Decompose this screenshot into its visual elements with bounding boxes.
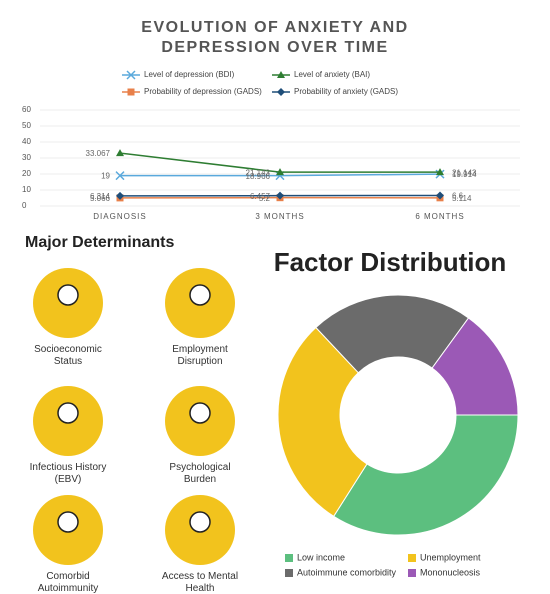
legend-label: Low income <box>297 552 345 562</box>
legend-label: Unemployment <box>420 552 481 562</box>
determinant-label: Access to Mental Health <box>161 571 239 594</box>
icon-head <box>57 402 79 424</box>
data-point <box>115 171 125 181</box>
donut-slice <box>315 294 470 374</box>
data-label: 5.2 <box>259 194 271 203</box>
legend-marker <box>277 88 285 96</box>
icon-head <box>57 284 79 306</box>
data-label: 19 <box>101 172 110 181</box>
legend-label: Level of depression (BDI) <box>144 70 235 79</box>
data-point <box>436 191 444 200</box>
determinant-label: Infectious History (EBV) <box>29 462 107 485</box>
legend-swatch <box>285 569 293 577</box>
y-tick-label: 50 <box>22 121 31 130</box>
data-label: 5.114 <box>452 194 472 203</box>
data-label: 19.914 <box>452 170 477 179</box>
determinant-label: Comorbid Autoimmunity <box>37 571 99 594</box>
icon-head <box>189 402 211 424</box>
data-label: 33.067 <box>86 149 111 158</box>
determinant-label: Psychological Burden <box>169 462 231 485</box>
data-label: 6.6 <box>452 192 464 201</box>
y-tick-label: 20 <box>22 169 31 178</box>
legend-swatch <box>408 569 416 577</box>
icon-head <box>57 511 79 533</box>
x-tick-label: DIAGNOSIS <box>93 212 146 221</box>
legend-marker <box>277 71 285 78</box>
x-tick-label: 3 MONTHS <box>255 212 304 221</box>
data-point <box>436 168 444 176</box>
data-point <box>276 191 284 200</box>
donut-slice <box>277 326 368 518</box>
x-tick-label: 6 MONTHS <box>415 212 464 221</box>
data-label: 5.066 <box>90 194 111 203</box>
data-label: 6.457 <box>250 192 271 201</box>
data-label: 18.966 <box>246 172 271 181</box>
data-label: 21.143 <box>246 168 271 177</box>
donut-slice <box>333 414 519 536</box>
section-title: Major Determinants <box>25 234 174 251</box>
determinant-label: Socioeconomic Status <box>34 344 102 367</box>
y-tick-label: 30 <box>22 153 31 162</box>
determinant-label: Employment Disruption <box>172 344 228 367</box>
legend-label: Mononucleosis <box>420 567 481 577</box>
data-label: 6.314 <box>90 192 111 201</box>
y-tick-label: 40 <box>22 137 31 146</box>
data-point <box>276 168 284 176</box>
legend-marker <box>127 88 135 96</box>
legend-label: Level of anxiety (BAI) <box>294 70 370 79</box>
data-point <box>116 191 124 200</box>
legend-label: Probability of depression (GADS) <box>144 87 262 96</box>
icon-head <box>189 511 211 533</box>
icon-head <box>189 284 211 306</box>
donut-slice <box>431 317 519 416</box>
data-point <box>116 149 124 157</box>
data-label: 21.143 <box>452 168 477 177</box>
chart-title: EVOLUTION OF ANXIETY AND DEPRESSION OVER… <box>141 19 409 56</box>
y-tick-label: 60 <box>22 105 31 114</box>
legend-marker <box>126 70 136 80</box>
legend-swatch <box>408 554 416 562</box>
chart-title: Factor Distribution <box>274 247 507 277</box>
y-tick-label: 0 <box>22 201 27 210</box>
y-tick-label: 10 <box>22 185 31 194</box>
legend-swatch <box>285 554 293 562</box>
legend-label: Probability of anxiety (GADS) <box>294 87 398 96</box>
legend-label: Autoimmune comorbidity <box>297 567 397 577</box>
